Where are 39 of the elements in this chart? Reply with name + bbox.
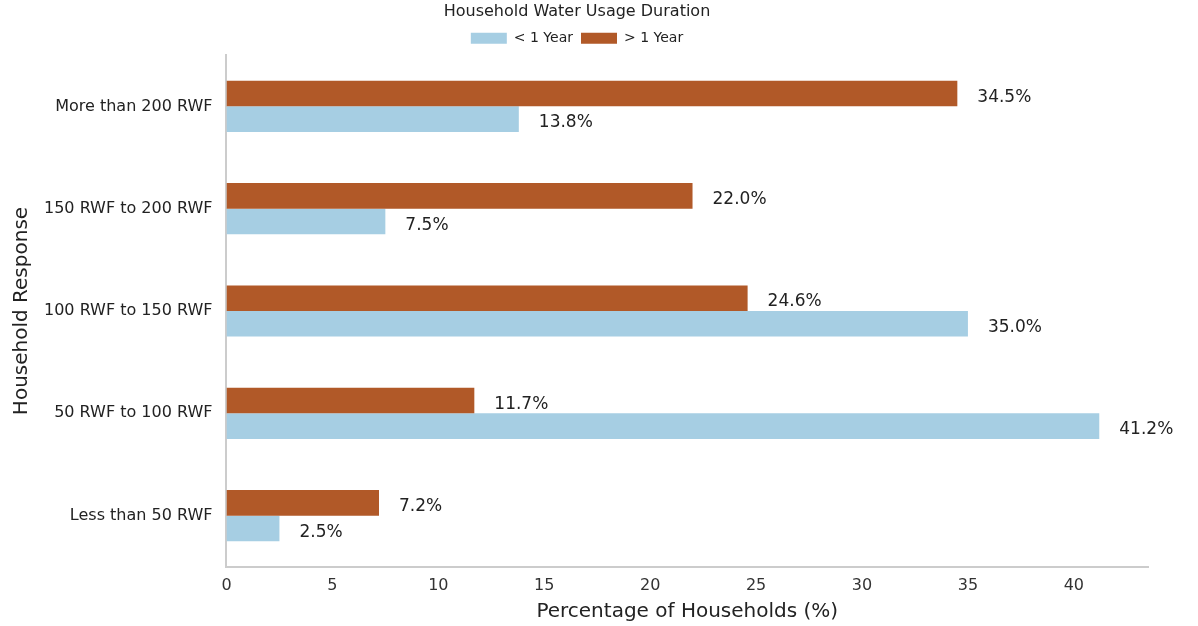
x-tick-label: 0 [221,574,232,594]
x-tick-label: 20 [639,574,661,594]
data-label: 2.5% [299,520,343,541]
data-label: 24.6% [767,290,822,311]
data-label: 41.2% [1119,418,1174,439]
bar [226,208,386,235]
legend-label: > 1 Year [624,28,684,45]
bar [226,413,1100,439]
data-label: 35.0% [987,316,1042,337]
y-tick-label: More than 200 RWF [55,95,213,115]
x-axis-title: Percentage of Households (%) [536,598,839,623]
y-tick-label: 150 RWF to 200 RWF [44,197,213,217]
bar [226,285,748,311]
x-tick-label: 5 [327,574,338,594]
x-tick-label: 40 [1063,574,1085,594]
data-label: 22.0% [712,188,767,209]
y-tick-label: Less than 50 RWF [69,504,213,524]
bar [226,515,280,542]
x-tick-label: 25 [745,574,767,594]
bar [226,490,379,516]
x-tick-label: 15 [534,574,555,594]
data-label: 13.8% [538,111,593,132]
y-tick-label: 100 RWF to 150 RWF [44,300,213,320]
bar [226,311,968,337]
data-label: 34.5% [977,85,1032,106]
y-axis-title: Household Response [8,206,33,416]
x-tick-label: 30 [851,574,873,594]
data-label: 7.5% [405,213,449,234]
x-tick-label: 10 [428,574,449,594]
bar [226,387,475,414]
legend-label: < 1 Year [513,28,574,45]
data-label: 7.2% [399,495,443,516]
legend-title: Household Water Usage Duration [443,1,711,21]
x-tick-label: 35 [957,574,979,594]
bar [226,80,958,107]
bar [226,183,693,209]
y-tick-label: 50 RWF to 100 RWF [54,402,213,422]
data-label: 11.7% [494,392,549,413]
bar [226,106,519,132]
